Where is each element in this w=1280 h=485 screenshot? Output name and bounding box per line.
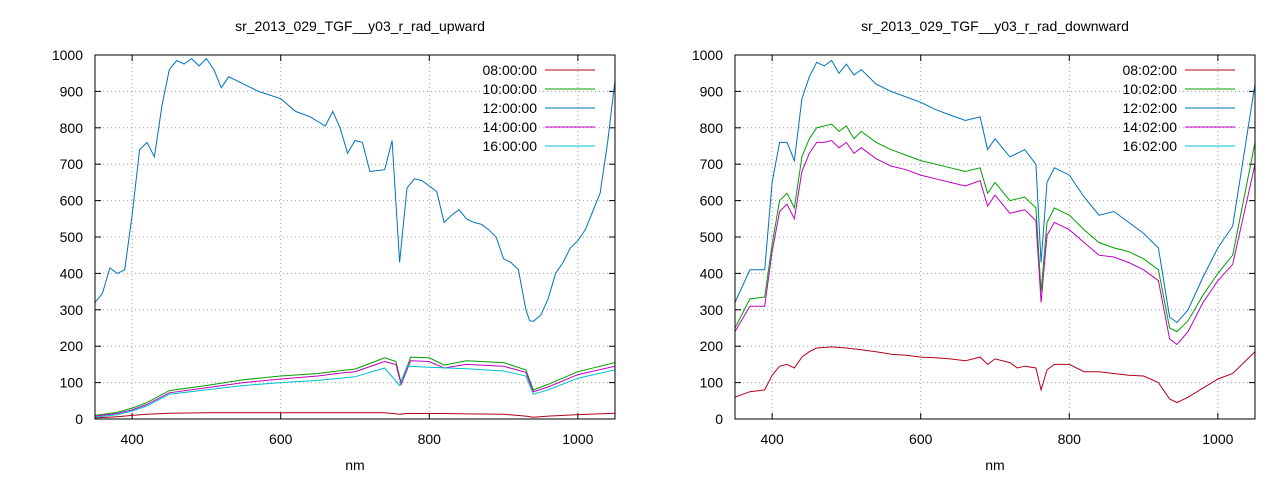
y-tick-label: 400 bbox=[60, 265, 84, 281]
x-tick-label: 400 bbox=[120, 431, 144, 447]
x-tick-label: 400 bbox=[760, 431, 784, 447]
series-line-14-02-00 bbox=[735, 139, 1255, 346]
y-tick-label: 700 bbox=[60, 156, 84, 172]
legend-label: 08:00:00 bbox=[483, 62, 538, 78]
x-tick-label: 800 bbox=[1058, 431, 1082, 447]
series-line-08-00-00 bbox=[95, 412, 615, 419]
y-tick-label: 400 bbox=[700, 265, 724, 281]
y-tick-label: 800 bbox=[700, 120, 724, 136]
chart-panel-1: sr_2013_029_TGF__y03_r_rad_upward 0 100 200… bbox=[52, 18, 616, 473]
y-tick-label: 600 bbox=[60, 193, 84, 209]
chart-title: sr_2013_029_TGF__y03_r_rad_upward bbox=[235, 18, 485, 34]
legend-label: 10:00:00 bbox=[483, 81, 538, 97]
legend-label: 12:00:00 bbox=[483, 100, 538, 116]
y-tick-label: 300 bbox=[700, 302, 724, 318]
legend-label: 12:02:00 bbox=[1123, 100, 1178, 116]
y-tick-label: 900 bbox=[700, 83, 724, 99]
y-tick-label: 700 bbox=[700, 156, 724, 172]
chart-title: sr_2013_029_TGF__y03_r_rad_downward bbox=[861, 18, 1129, 34]
x-tick-label: 1000 bbox=[1202, 431, 1233, 447]
x-tick-label: 600 bbox=[909, 431, 933, 447]
legend-label: 16:00:00 bbox=[483, 138, 538, 154]
y-tick-label: 800 bbox=[60, 120, 84, 136]
y-tick-label: 100 bbox=[700, 375, 724, 391]
series-line-10-00-00 bbox=[95, 356, 615, 416]
x-axis-label: nm bbox=[345, 457, 364, 473]
series-line-10-02-00 bbox=[735, 123, 1255, 333]
legend-label: 14:02:00 bbox=[1123, 119, 1178, 135]
y-tick-label: 500 bbox=[700, 229, 724, 245]
x-tick-label: 800 bbox=[418, 431, 442, 447]
y-tick-label: 900 bbox=[60, 83, 84, 99]
x-tick-label: 1000 bbox=[562, 431, 593, 447]
y-tick-label: 200 bbox=[700, 338, 724, 354]
y-tick-label: 100 bbox=[60, 375, 84, 391]
legend-label: 08:02:00 bbox=[1123, 62, 1178, 78]
y-tick-label: 0 bbox=[715, 411, 723, 427]
legend-label: 14:00:00 bbox=[483, 119, 538, 135]
y-tick-label: 200 bbox=[60, 338, 84, 354]
y-tick-label: 1000 bbox=[52, 47, 83, 63]
legend-label: 10:02:00 bbox=[1123, 81, 1178, 97]
y-tick-label: 500 bbox=[60, 229, 84, 245]
x-tick-label: 600 bbox=[269, 431, 293, 447]
series-line-16-00-00 bbox=[95, 365, 615, 418]
y-tick-label: 600 bbox=[700, 193, 724, 209]
chart-panel-2: sr_2013_029_TGF__y03_r_rad_downward 0 100 2… bbox=[692, 18, 1256, 473]
series-line-12-02-00 bbox=[735, 59, 1255, 324]
series-line-12-00-00 bbox=[95, 57, 615, 322]
legend-label: 16:02:00 bbox=[1123, 138, 1178, 154]
series-line-14-00-00 bbox=[95, 360, 615, 417]
x-axis-label: nm bbox=[985, 457, 1004, 473]
plot-frame bbox=[94, 54, 616, 420]
series-line-08-02-00 bbox=[735, 346, 1255, 404]
y-tick-label: 0 bbox=[75, 411, 83, 427]
y-tick-label: 300 bbox=[60, 302, 84, 318]
plot-frame bbox=[734, 54, 1256, 420]
y-tick-label: 1000 bbox=[692, 47, 723, 63]
